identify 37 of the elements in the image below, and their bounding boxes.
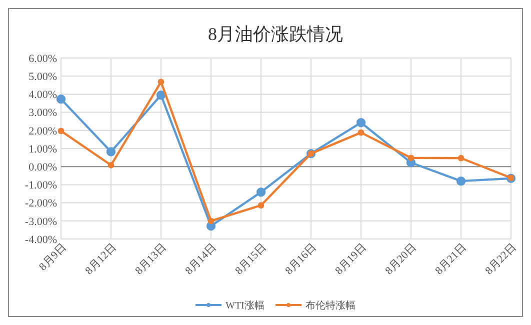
x-tick-label: 8月16日 [283,241,319,278]
point [208,218,214,224]
y-tick-label: 0.00% [28,161,57,174]
legend-label: WTI涨幅 [226,300,264,312]
point [56,94,66,104]
x-tick-label: 8月13日 [133,241,169,278]
y-tick-label: -3.00% [24,216,57,228]
point [258,202,264,209]
point [106,147,116,156]
y-tick-label: 6.00% [28,52,57,65]
point [108,162,114,168]
legend-label: 布伦特涨幅 [306,300,356,312]
y-tick-label: -2.00% [24,198,57,210]
y-tick-label: 2.00% [28,125,57,138]
point [156,90,166,100]
y-tick-label: 4.00% [28,89,57,102]
x-tick-label: 8月15日 [233,241,269,278]
y-tick-label: -1.00% [24,180,57,192]
y-tick-label: 1.00% [28,143,57,156]
x-tick-label: 8月14日 [183,241,219,278]
x-tick-label: 8月21日 [433,241,469,278]
x-tick-label: 8月12日 [83,241,119,278]
point [58,128,64,134]
point [456,176,466,186]
y-tick-label: 3.00% [28,107,57,120]
point [408,154,414,162]
point [356,118,366,128]
x-tick-label: 8月22日 [483,241,519,278]
point [158,78,164,86]
point [458,154,464,162]
x-tick-label: 8月19日 [333,241,369,278]
point [358,129,364,136]
y-tick-label: -4.00% [24,234,57,246]
x-tick-label: 8月20日 [383,241,419,278]
y-tick-label: 5.00% [28,70,57,83]
point [256,188,266,197]
chart-title: 8月油价涨跌情况 [208,24,343,44]
